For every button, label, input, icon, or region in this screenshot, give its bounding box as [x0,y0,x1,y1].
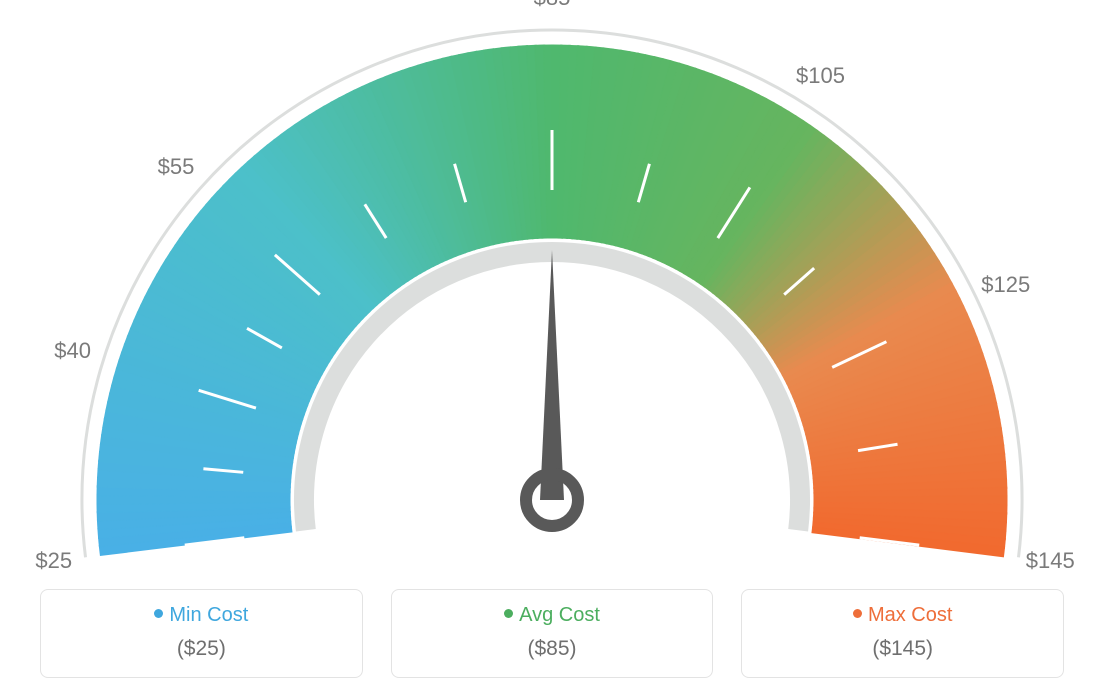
legend-max-value: ($145) [752,637,1053,661]
legend-avg-title: Avg Cost [402,604,703,627]
gauge-tick-label: $145 [1026,548,1075,574]
legend-row: Min Cost ($25) Avg Cost ($85) Max Cost (… [0,589,1104,678]
gauge-tick-label: $85 [534,0,571,11]
legend-card-avg: Avg Cost ($85) [391,589,714,678]
gauge-tick-label: $105 [796,63,845,89]
legend-avg-value: ($85) [402,637,703,661]
gauge-svg [0,0,1104,560]
gauge-tick-label: $40 [54,338,91,364]
legend-card-max: Max Cost ($145) [741,589,1064,678]
gauge-chart: $25$40$55$85$105$125$145 [0,0,1104,560]
legend-avg-dot-icon [504,609,513,618]
gauge-tick-label: $55 [158,154,195,180]
gauge-tick-label: $125 [981,272,1030,298]
legend-max-title: Max Cost [752,604,1053,627]
legend-min-label: Min Cost [169,604,248,626]
legend-min-value: ($25) [51,637,352,661]
legend-min-dot-icon [154,609,163,618]
legend-min-title: Min Cost [51,604,352,627]
legend-card-min: Min Cost ($25) [40,589,363,678]
legend-avg-label: Avg Cost [519,604,600,626]
legend-max-label: Max Cost [868,604,952,626]
legend-max-dot-icon [853,609,862,618]
gauge-tick-label: $25 [35,548,72,574]
